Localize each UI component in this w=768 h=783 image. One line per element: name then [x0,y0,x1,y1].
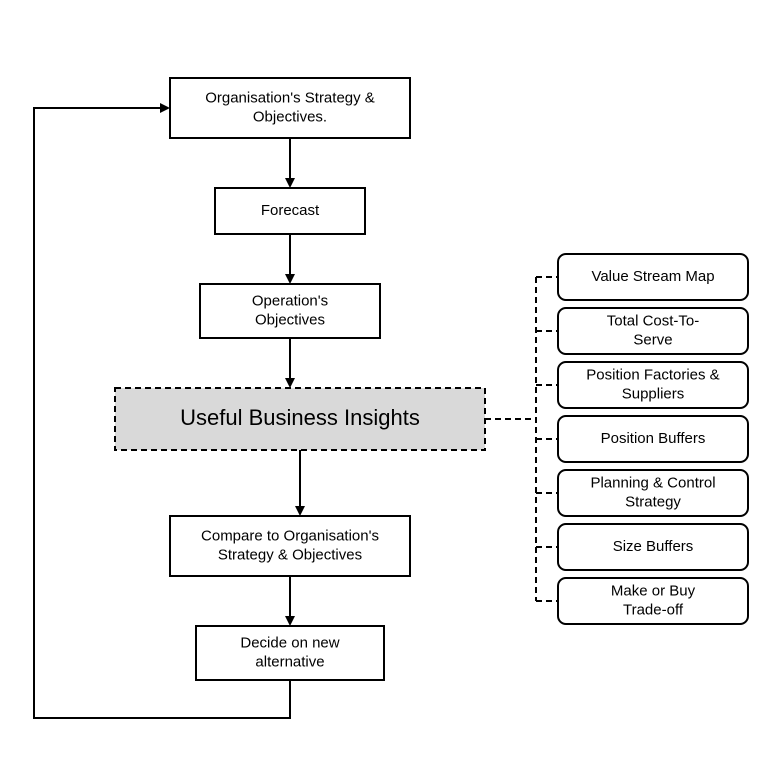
side-item-1-label-line-1: Serve [633,331,672,348]
side-item-6-label-line-0: Make or Buy [611,583,696,600]
side-item-2-label-line-1: Suppliers [622,385,685,402]
node-operations-label-line-0: Operation's [252,293,328,310]
node-operations-label-line-1: Objectives [255,311,325,328]
node-compare-label-line-0: Compare to Organisation's [201,528,379,545]
side-item-2-label-line-0: Position Factories & [586,367,719,384]
side-item-3-label-line-0: Position Buffers [601,430,706,447]
side-item-1-label-line-0: Total Cost-To- [607,313,700,330]
side-item-4-label-line-1: Strategy [625,493,681,510]
node-forecast-label-line-0: Forecast [261,202,320,219]
node-decide-label-line-0: Decide on new [240,635,339,652]
side-item-5-label-line-0: Size Buffers [613,538,694,555]
node-insights-label-line-0: Useful Business Insights [180,405,420,430]
node-decide-label-line-1: alternative [255,653,324,670]
node-strategy-label-line-1: Objectives. [253,108,327,125]
side-item-0-label-line-0: Value Stream Map [591,268,714,285]
side-item-4-label-line-0: Planning & Control [590,475,715,492]
node-strategy-label-line-0: Organisation's Strategy & [205,90,375,107]
flowchart: Organisation's Strategy &Objectives. Fore… [0,0,768,783]
side-item-6-label-line-1: Trade-off [623,601,684,618]
node-compare-label-line-1: Strategy & Objectives [218,546,362,563]
